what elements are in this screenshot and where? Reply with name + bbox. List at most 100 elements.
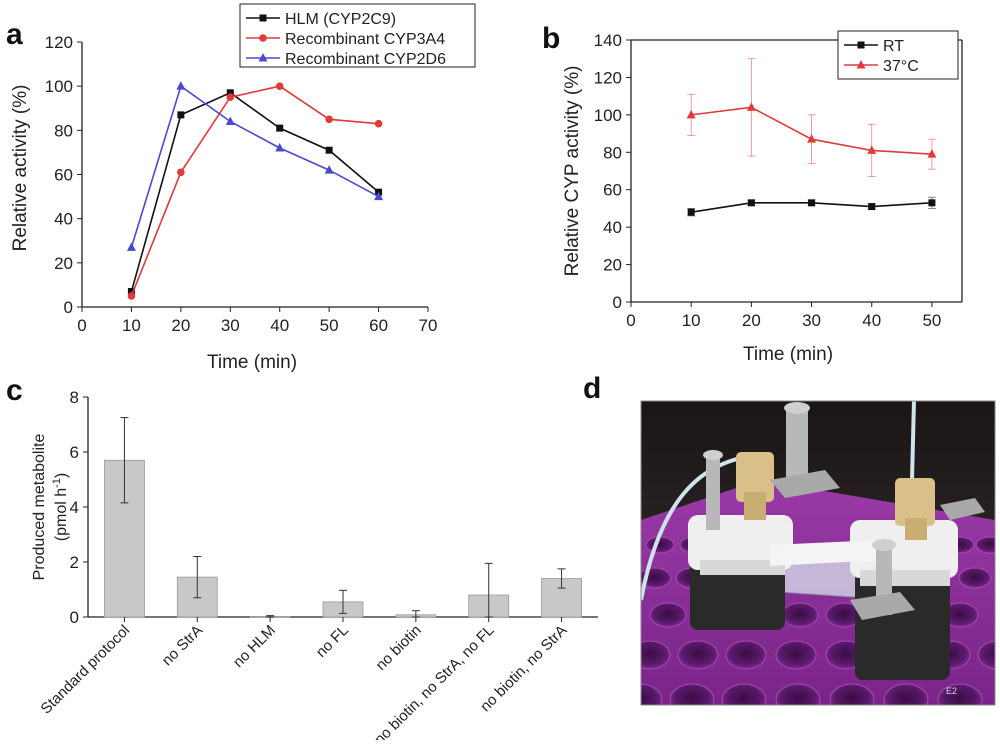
x-category-label: no HLM — [230, 622, 279, 671]
rack-well — [775, 640, 817, 670]
y-tick-label: 20 — [603, 256, 622, 275]
legend-marker — [258, 53, 268, 62]
series-37-c — [686, 58, 937, 178]
right-holder-base — [855, 570, 950, 680]
data-point — [225, 116, 235, 125]
series-line — [130, 91, 380, 292]
rack-well — [829, 683, 875, 705]
data-point — [747, 199, 755, 207]
wing-nut-top — [770, 470, 840, 498]
data-point — [177, 111, 185, 119]
chart-c-y-unit-close: ) — [53, 473, 70, 478]
y-tick-label: 40 — [603, 218, 622, 237]
rack-well — [958, 567, 992, 589]
x-tick-label: 10 — [682, 311, 701, 330]
y-tick-label: 100 — [594, 106, 622, 125]
x-tick-label: 40 — [862, 311, 881, 330]
x-tick-label: 60 — [369, 316, 388, 335]
y-tick-label: 80 — [54, 121, 73, 140]
chart-b-series — [686, 58, 937, 217]
data-point — [325, 146, 333, 154]
legend-entry: 37°C — [844, 58, 919, 75]
data-point — [927, 149, 937, 158]
rack-well — [725, 640, 767, 670]
data-point — [867, 145, 877, 154]
legend-label: 37°C — [883, 58, 919, 75]
bar-group-standard-protocol: Standard protocol — [37, 417, 145, 718]
y-tick-label: 100 — [45, 77, 73, 96]
x-tick-label: 0 — [77, 316, 86, 335]
chart-b-legend: RT 37°C — [837, 30, 959, 80]
series-line — [130, 85, 379, 297]
x-tick-label: 10 — [122, 316, 141, 335]
x-tick-label: 20 — [742, 311, 761, 330]
legend-marker — [857, 41, 865, 49]
legend-marker — [856, 60, 866, 69]
y-tick-label: 60 — [603, 181, 622, 200]
legend-marker — [259, 14, 267, 22]
rack-well — [977, 640, 995, 670]
chart-c: 0 2 4 6 8 Standard protocol no StrA no HLM no F… — [31, 388, 598, 745]
chart-a: 0 10 20 30 40 50 60 70 0 20 40 60 80 100 120 HLM (CYP2… — [10, 3, 476, 373]
chart-a-legend: HLM (CYP2C9) Recombinant CYP3A4 Recombinan… — [239, 3, 476, 68]
data-point — [275, 143, 285, 152]
series-recombinant-cyp2d6 — [126, 81, 384, 251]
data-point — [687, 208, 695, 216]
y-tick-label: 120 — [594, 68, 622, 87]
chart-c-axes: 0 2 4 6 8 — [70, 388, 598, 627]
x-category-label: no biotin — [373, 622, 425, 674]
legend-label: HLM (CYP2C9) — [285, 11, 396, 28]
screw-top — [786, 405, 808, 480]
data-point — [686, 109, 696, 119]
bar-group-no-biotin: no biotin — [373, 610, 437, 674]
chart-c-y-unit-text: (pmol h — [53, 488, 70, 541]
series-line — [130, 84, 379, 248]
series-rt — [687, 196, 936, 217]
x-tick-label: 0 — [626, 311, 635, 330]
right-connector-neck — [905, 518, 927, 540]
rack-well — [975, 536, 995, 554]
panel-letter-b: b — [542, 22, 560, 55]
x-tick-label: 50 — [320, 316, 339, 335]
tubing-right — [910, 401, 916, 481]
right-holder-layer — [860, 570, 950, 586]
data-point — [325, 115, 333, 124]
chart-b: 0 10 20 30 40 50 0 20 40 60 80 100 120 140 RT 37°C Tim… — [562, 30, 963, 365]
bar-group-no-biotin-no-stra: no biotin, no StrA — [477, 568, 582, 715]
chart-a-series — [126, 81, 384, 300]
bar-group-no-stra: no StrA — [159, 556, 218, 669]
chart-c-y-unit-superscript: -1 — [51, 478, 63, 488]
y-tick-label: 0 — [64, 298, 73, 317]
rack-well — [883, 683, 929, 705]
chart-b-x-axis-title: Time (min) — [743, 344, 833, 365]
chart-c-y-axis-unit: (pmol h-1) — [51, 473, 70, 541]
x-tick-label: 70 — [419, 316, 438, 335]
holder-bridge — [770, 540, 885, 566]
left-connector-neck — [744, 492, 766, 520]
rack-well — [781, 602, 819, 628]
right-connector — [895, 478, 935, 526]
rack-well — [775, 683, 821, 705]
rack-well — [721, 683, 767, 705]
panel-letter-d: d — [583, 372, 601, 405]
data-point — [177, 168, 185, 177]
legend-label: Recombinant CYP2D6 — [285, 51, 446, 68]
panel-letter-c: c — [6, 374, 23, 407]
data-point — [276, 124, 284, 132]
legend-label: RT — [883, 38, 904, 55]
bar-group-no-fl: no FL — [313, 589, 364, 661]
chart-c-y-axis-title: Produced metabolite — [31, 434, 48, 581]
screw-right-head — [872, 539, 896, 551]
data-point — [226, 89, 234, 97]
y-tick-label: 120 — [45, 33, 73, 52]
rack-well — [649, 602, 687, 628]
x-tick-label: 20 — [171, 316, 190, 335]
data-point — [275, 82, 284, 90]
data-point — [324, 165, 334, 174]
x-category-label: no FL — [313, 622, 352, 661]
data-point — [374, 191, 384, 201]
legend-entry: RT — [844, 38, 904, 55]
left-holder-layer — [700, 560, 785, 575]
y-tick-label: 20 — [54, 254, 73, 273]
